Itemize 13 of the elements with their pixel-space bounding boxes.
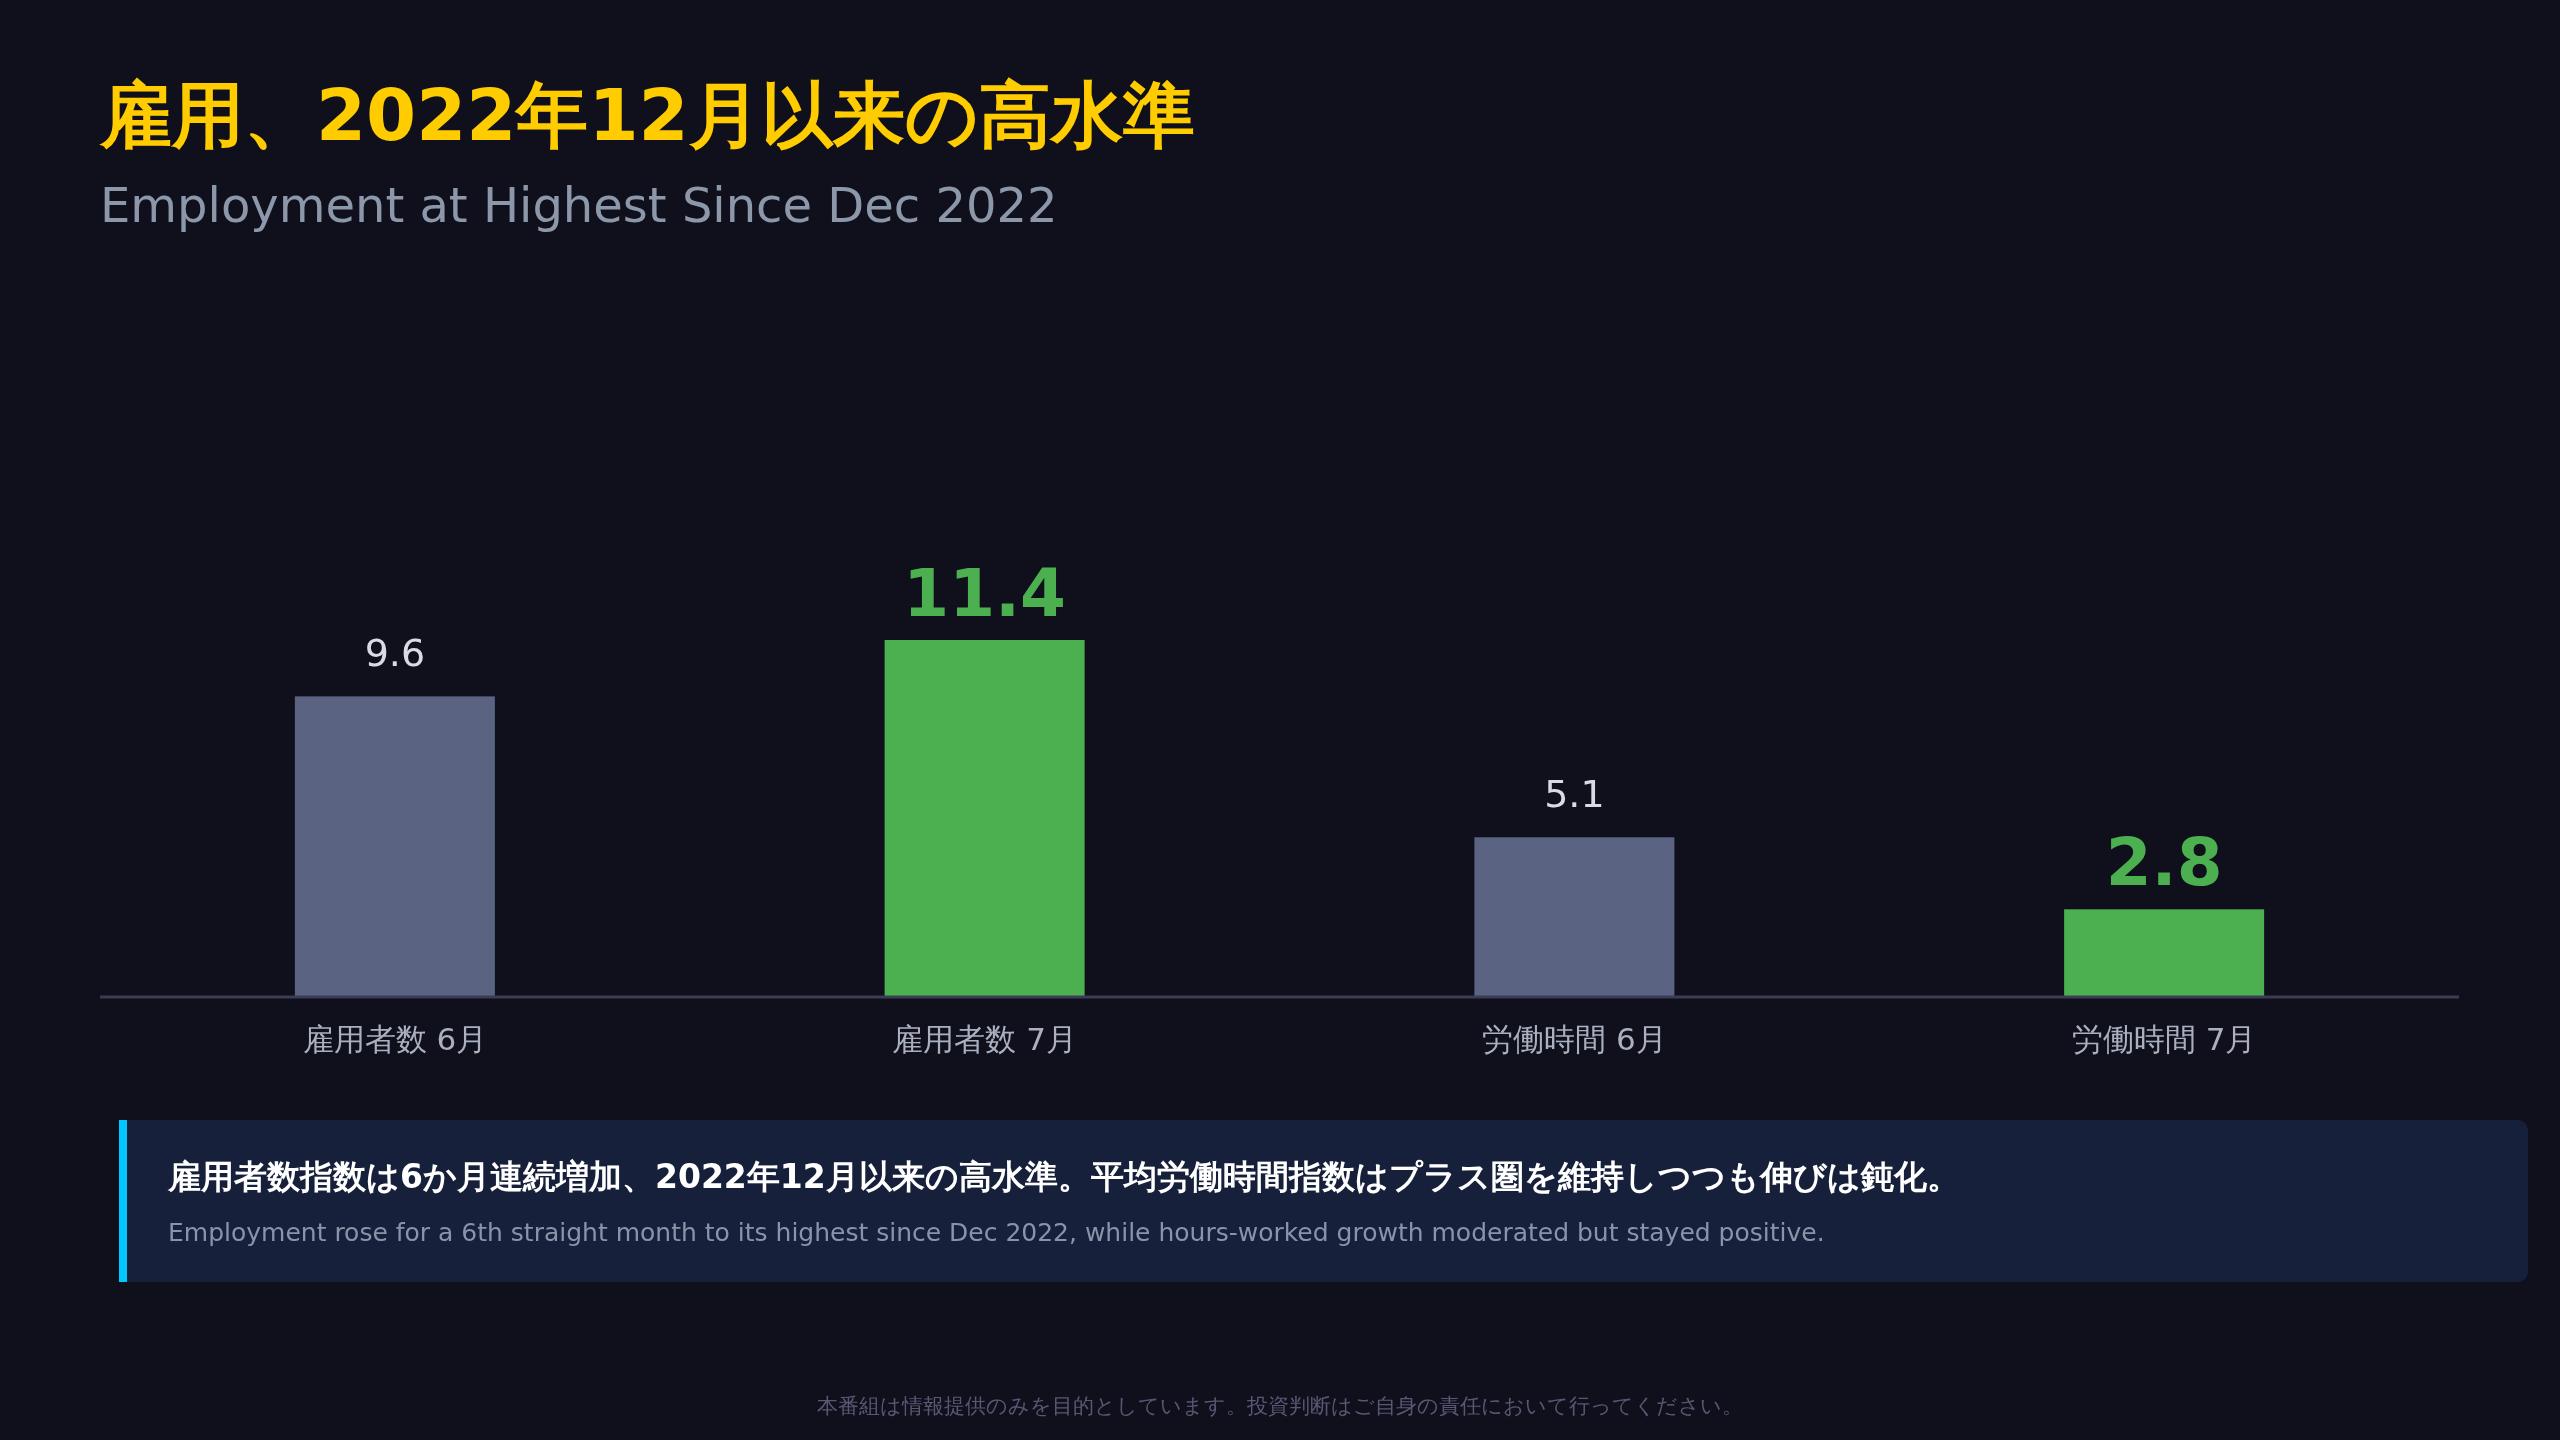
chart-subtitle: Employment at Highest Since Dec 2022 bbox=[100, 177, 1058, 233]
x-tick-label: 雇用者数 7月 bbox=[892, 1021, 1077, 1057]
data-label: 11.4 bbox=[903, 555, 1067, 632]
text: Employment rose for a 6th straight month to its highest since Dec 2022, while hours-worked growth moderated but stayed positive. bbox=[168, 1218, 1825, 1247]
data-label: 2.8 bbox=[2105, 824, 2223, 902]
chart-title: 雇用、2022年12月以来の高水準 bbox=[99, 73, 1195, 157]
data-label: 5.1 bbox=[1544, 772, 1605, 817]
data-label: 9.6 bbox=[364, 631, 426, 676]
x-tick-label: 労働時間 6月 bbox=[1482, 1021, 1667, 1057]
x-tick-label: 雇用者数 6月 bbox=[302, 1021, 488, 1057]
text: 本番組は情報提供のみを目的としています。投資判断はご自身の責任において行ってください。 bbox=[817, 1394, 1743, 1418]
x-tick-label: 労働時間 7月 bbox=[2071, 1021, 2257, 1057]
text: 雇用者数指数は6か月連続増加、2022年12月以来の高水準。平均労働時間指数はプラス圏を維持しつつも伸びは鈍化。 bbox=[167, 1157, 1960, 1196]
